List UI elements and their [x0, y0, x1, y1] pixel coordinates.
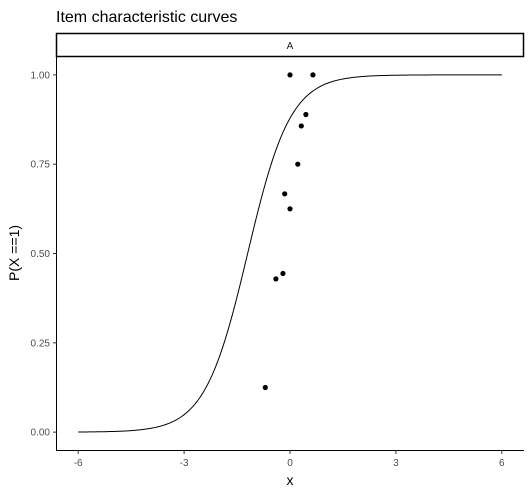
x-tick-label: 6: [499, 458, 505, 469]
data-point: [287, 206, 293, 212]
data-point: [280, 270, 286, 277]
y-tick-label: 0.75: [31, 160, 51, 171]
data-point: [287, 72, 293, 78]
y-axis-title: P(X ==1): [6, 225, 22, 281]
data-point: [298, 123, 304, 129]
data-point: [282, 191, 288, 197]
plot-panel: [56, 56, 524, 451]
x-axis-title: x: [287, 472, 294, 488]
y-tick-label: 0.00: [31, 428, 51, 439]
x-axis-ticks: -6 -3 0 3 6: [74, 450, 505, 469]
data-point: [262, 384, 268, 391]
x-tick-label: -6: [74, 458, 83, 469]
data-points: [262, 72, 316, 391]
y-axis-ticks: 0.00 0.25 0.50 0.75 1.00: [31, 70, 57, 439]
data-point: [310, 72, 316, 78]
data-point: [273, 276, 279, 282]
chart-title: Item characteristic curves: [56, 9, 237, 26]
y-tick-label: 0.25: [31, 338, 51, 349]
x-tick-label: -3: [180, 458, 189, 469]
data-point: [295, 161, 301, 167]
y-tick-label: 1.00: [31, 70, 51, 81]
facet-strip-label: A: [287, 41, 294, 52]
item-characteristic-curve: [78, 74, 502, 433]
facet-strip-box: [55, 32, 525, 58]
facet-strip: A: [55, 32, 525, 58]
x-tick-label: 0: [287, 458, 293, 469]
data-point: [303, 111, 309, 118]
y-tick-label: 0.50: [31, 249, 51, 260]
x-tick-label: 3: [393, 458, 399, 469]
